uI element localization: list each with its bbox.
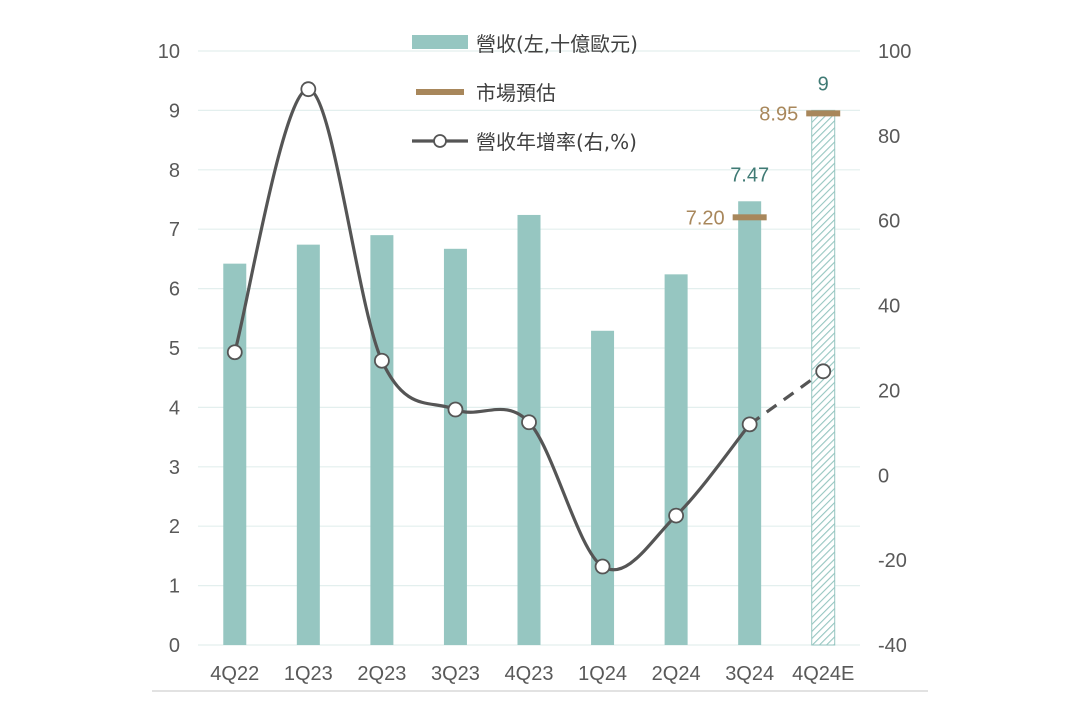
right-tick-label: 100	[878, 41, 911, 63]
data-labels: 7.47 9 7.20 8.95	[686, 73, 829, 229]
revenue-bar	[296, 244, 320, 646]
right-tick-label: 20	[878, 380, 900, 402]
revenue-bar	[443, 248, 467, 645]
legend-label-estimate: 市場預估	[476, 81, 556, 105]
x-tick-label: 4Q23	[505, 663, 554, 685]
right-tick-label: -20	[878, 550, 907, 572]
right-tick-label: 40	[878, 296, 900, 318]
x-tick-label: 3Q23	[431, 663, 480, 685]
revenue-bar	[370, 235, 394, 645]
growth-points	[226, 81, 832, 575]
growth-point	[741, 416, 758, 433]
axes: 0 1 2 3 4 5 6 7 8 9 10 -40 -20 0 20 40 60 80 100 4Q22 1Q23 2Q…	[158, 41, 912, 685]
x-tick-label: 4Q22	[210, 663, 259, 685]
growth-point	[373, 352, 390, 369]
growth-point	[594, 558, 611, 575]
revenue-bars	[223, 109, 836, 646]
legend-label-revenue: 營收(左,十億歐元)	[476, 32, 638, 56]
left-tick-label: 7	[169, 219, 180, 241]
growth-point	[300, 81, 317, 98]
x-tick-label: 4Q24E	[792, 663, 854, 685]
left-tick-label: 8	[169, 160, 180, 182]
growth-point	[447, 401, 464, 418]
right-tick-label: 60	[878, 211, 900, 233]
left-tick-label: 5	[169, 338, 180, 360]
growth-line-dashed	[748, 370, 825, 426]
x-tick-label: 3Q24	[725, 663, 774, 685]
left-tick-label: 2	[169, 516, 180, 538]
left-tick-label: 1	[169, 576, 180, 598]
revenue-bar	[591, 330, 615, 645]
x-tick-label: 2Q23	[357, 663, 406, 685]
right-tick-label: 0	[878, 465, 889, 487]
growth-point	[668, 507, 685, 524]
estimate-label: 8.95	[759, 103, 798, 125]
legend-swatch-revenue	[412, 35, 468, 49]
estimate-marker	[732, 214, 767, 221]
revenue-label: 7.47	[730, 164, 769, 186]
revenue-bar	[664, 274, 688, 645]
growth-point	[815, 363, 832, 380]
revenue-bar	[223, 263, 247, 645]
left-tick-label: 0	[169, 635, 180, 657]
legend-swatch-estimate	[416, 89, 464, 95]
estimate-marker	[806, 110, 841, 117]
x-tick-label: 1Q23	[284, 663, 333, 685]
right-tick-label: 80	[878, 126, 900, 148]
left-tick-label: 4	[169, 397, 180, 419]
right-tick-label: -40	[878, 635, 907, 657]
left-tick-label: 6	[169, 279, 180, 301]
estimate-label: 7.20	[686, 207, 725, 229]
growth-point	[521, 414, 537, 431]
x-tick-label: 1Q24	[578, 663, 627, 685]
legend-label-growth: 營收年增率(右,%)	[476, 130, 637, 154]
left-tick-label: 10	[158, 41, 180, 63]
left-tick-label: 9	[169, 100, 180, 122]
legend-swatch-growth-point	[433, 134, 447, 148]
revenue-label: 9	[818, 73, 829, 95]
estimate-markers	[732, 110, 841, 221]
growth-point	[226, 344, 243, 361]
x-tick-label: 2Q24	[652, 663, 701, 685]
left-tick-label: 3	[169, 457, 180, 479]
